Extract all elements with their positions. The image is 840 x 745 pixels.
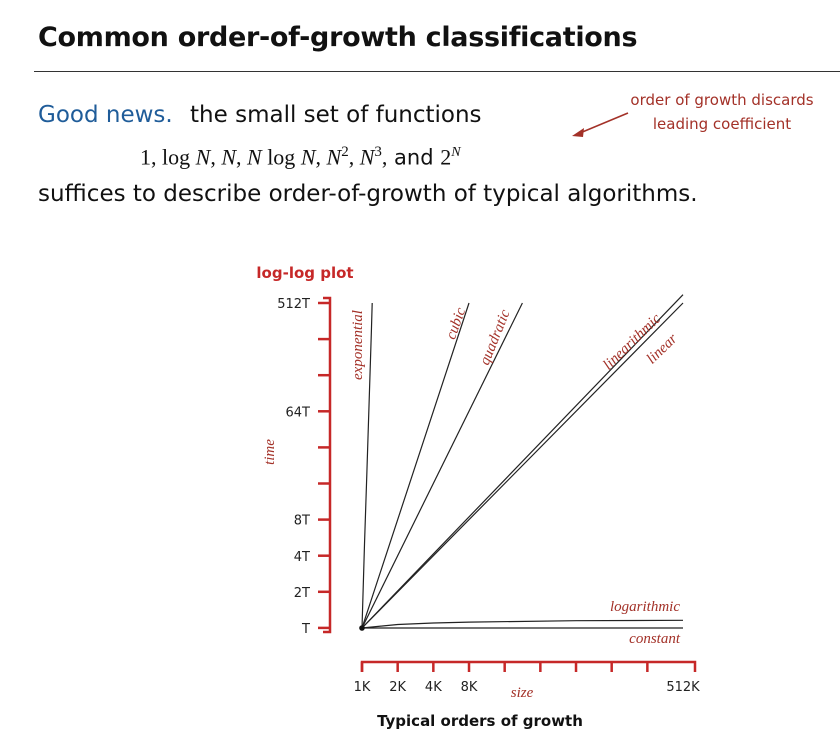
series-label-cubic: cubic [443, 305, 469, 341]
series-line-linear [361, 302, 684, 629]
x-tick-label: 1K [354, 680, 371, 695]
slide-title: Common order-of-growth classifications [38, 22, 638, 53]
series-label-logarithmic: logarithmic [610, 599, 680, 615]
y-tick-label: 2T [294, 586, 310, 601]
y-axis-label: time [262, 439, 278, 465]
series-line-quadratic [361, 302, 523, 629]
formula-part: 2 [440, 144, 452, 170]
series-line-logarithmic [361, 619, 684, 629]
formula-sep: , [315, 144, 327, 170]
y-tick-label: T [301, 622, 310, 637]
series-line-exponential [361, 302, 373, 629]
formula-and: and [387, 145, 441, 170]
annotation-line: leading coefficient [652, 115, 792, 133]
chart-title: log-log plot [256, 264, 353, 282]
origin-point [359, 625, 365, 631]
y-tick-label: 4T [294, 550, 310, 565]
y-tick-label: 512T [277, 297, 310, 312]
chart-caption: Typical orders of growth [377, 712, 583, 730]
x-tick-label: 512K [666, 680, 700, 695]
annotation-line: order of growth discards [630, 91, 814, 109]
lead-phrase: Good news. [38, 102, 173, 128]
x-axis-label: size [511, 685, 534, 701]
formula-var: N [326, 144, 342, 170]
series-label-constant: constant [629, 631, 681, 647]
formula-sep: , [381, 144, 388, 170]
series-labels: constantlogarithmiclinearlinearithmicqua… [350, 305, 681, 647]
title-divider [34, 71, 840, 72]
x-tick-label: 2K [389, 680, 406, 695]
y-axis-line [323, 296, 332, 634]
formula-var: N [195, 144, 211, 170]
formula-sep: , [236, 144, 247, 170]
series-label-quadratic: quadratic [477, 307, 514, 367]
x-tick-label: 8K [461, 680, 478, 695]
y-tick-label: 64T [286, 405, 311, 420]
conclusion-line: suffices to describe order-of-growth of … [38, 181, 698, 207]
formula-part: 1, log [140, 144, 196, 170]
formula-var: N [300, 144, 316, 170]
formula-part: log [261, 144, 301, 170]
formula-exp: N [451, 145, 461, 160]
x-tick-label: 4K [425, 680, 442, 695]
formula-var: N [359, 144, 375, 170]
x-axis-line [360, 660, 697, 672]
axes [318, 296, 697, 672]
formula-var: N [221, 144, 236, 170]
y-tick-label: 8T [294, 514, 310, 529]
function-list: 1, log N, N, N log N, N2, N3, and 2N [140, 144, 461, 170]
formula-exp: 2 [341, 144, 349, 160]
tick-labels: T 2T 4T 8T 64T 512T 1K 2K 4K 8K 512K [277, 297, 700, 695]
formula-sep: , [348, 144, 360, 170]
intro-line: Good news. the small set of functions [38, 102, 482, 128]
annotation-arrowhead [572, 128, 584, 137]
annotation-arrow [579, 112, 629, 134]
intro-text: the small set of functions [190, 102, 482, 128]
formula-sep: , [210, 144, 222, 170]
formula-exp: 3 [374, 144, 382, 160]
series-line-linearithmic [361, 294, 684, 629]
annotation: order of growth discards leading coeffic… [592, 88, 840, 136]
series-label-exponential: exponential [350, 310, 366, 380]
series-line-cubic [361, 302, 470, 629]
curves [359, 294, 684, 631]
formula-var: N [247, 144, 262, 170]
